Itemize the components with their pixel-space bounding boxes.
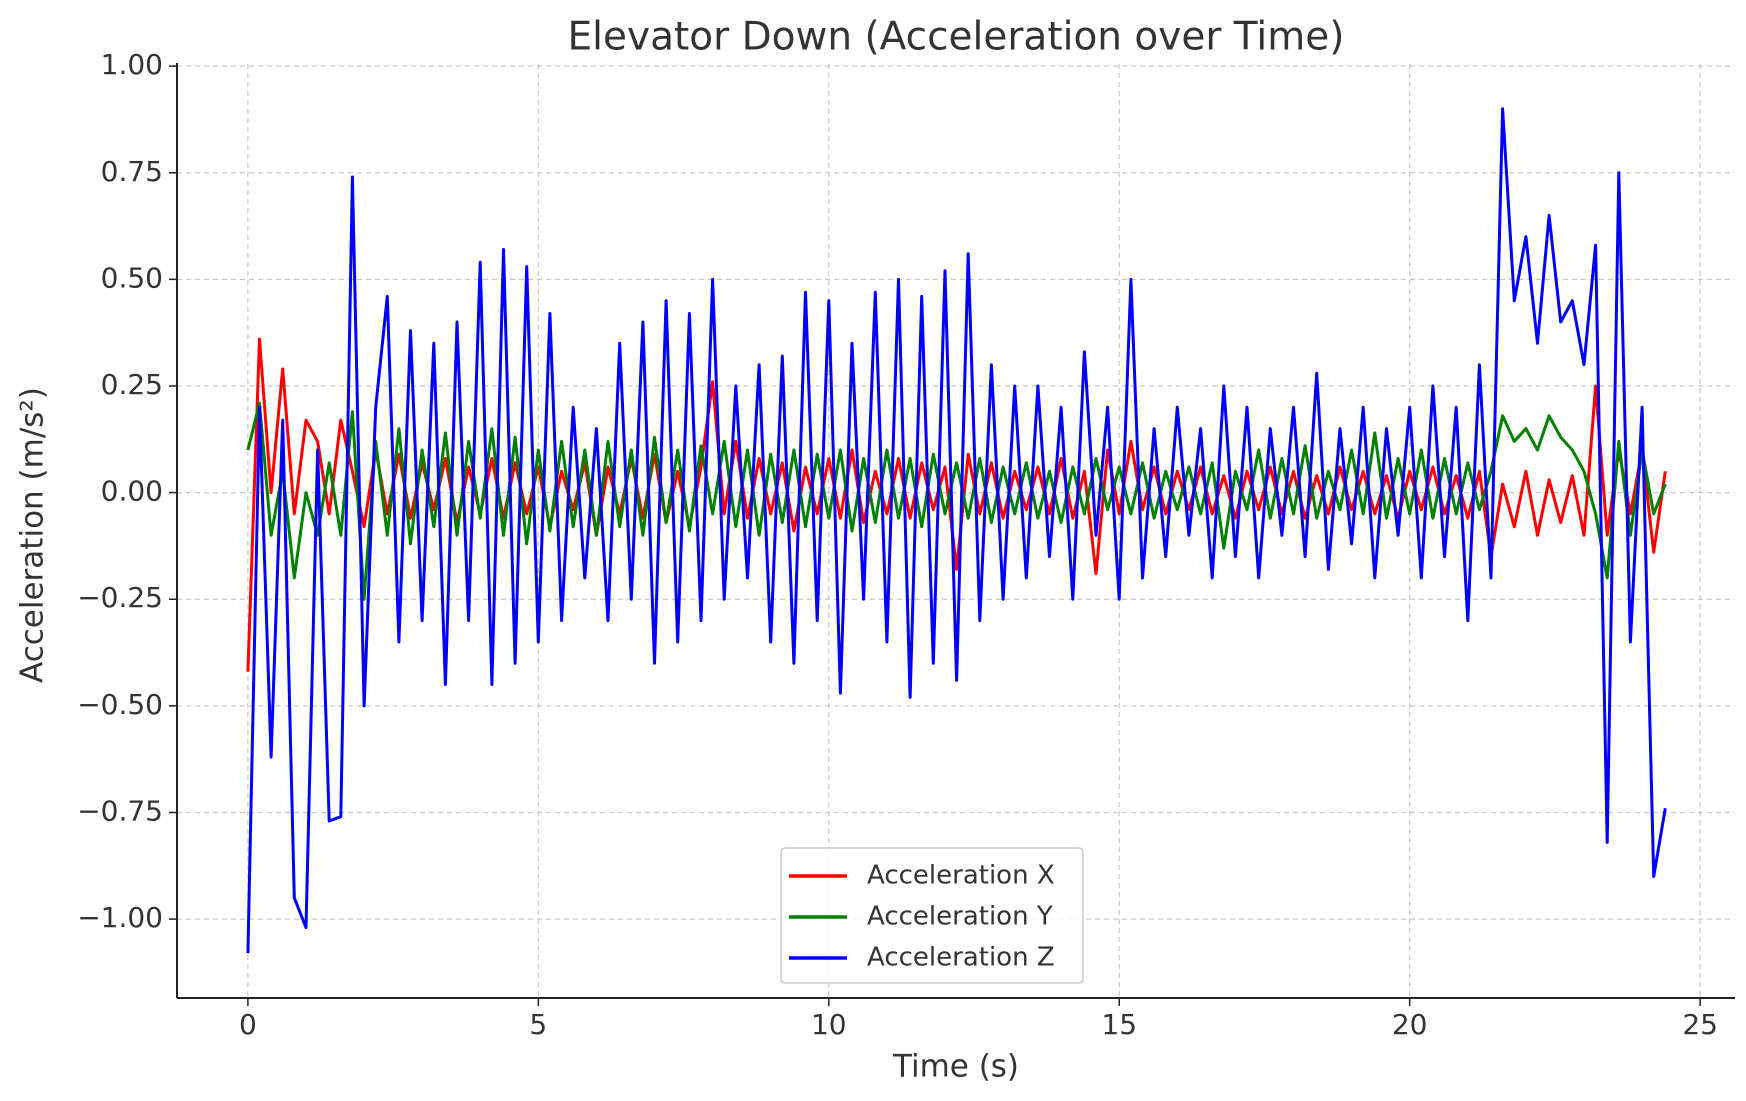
- y-tick-label: −0.75: [77, 794, 163, 827]
- y-tick-label: 0.25: [101, 368, 163, 401]
- series-line: [246, 401, 1667, 601]
- y-tick-label: −0.50: [77, 688, 163, 721]
- x-tick-label: 10: [811, 1008, 847, 1041]
- y-tick-label: 0.50: [101, 261, 163, 294]
- legend-label: Acceleration Z: [867, 943, 1055, 973]
- y-tick-label: 1.00: [101, 48, 163, 81]
- x-axis-label: Time (s): [892, 1049, 1019, 1085]
- x-tick-label: 15: [1101, 1008, 1137, 1041]
- chart-title: Elevator Down (Acceleration over Time): [568, 15, 1345, 60]
- series-line: [246, 107, 1667, 954]
- y-axis-label: Acceleration (m/s²): [15, 387, 51, 683]
- x-tick-label: 5: [529, 1008, 547, 1041]
- y-tick-label: 0.00: [101, 475, 163, 508]
- y-tick-label: −1.00: [77, 901, 163, 934]
- legend: Acceleration X Acceleration Y Acceleration…: [780, 847, 1084, 984]
- x-tick-label: 0: [239, 1008, 257, 1041]
- y-tick-label: 0.75: [101, 155, 163, 188]
- legend-box: [780, 847, 1084, 984]
- legend-label: Acceleration X: [867, 861, 1055, 891]
- x-tick-label: 20: [1392, 1008, 1428, 1041]
- legend-label: Acceleration Y: [867, 902, 1053, 932]
- x-tick-label: 25: [1682, 1008, 1718, 1041]
- y-tick-label: −0.25: [77, 581, 163, 614]
